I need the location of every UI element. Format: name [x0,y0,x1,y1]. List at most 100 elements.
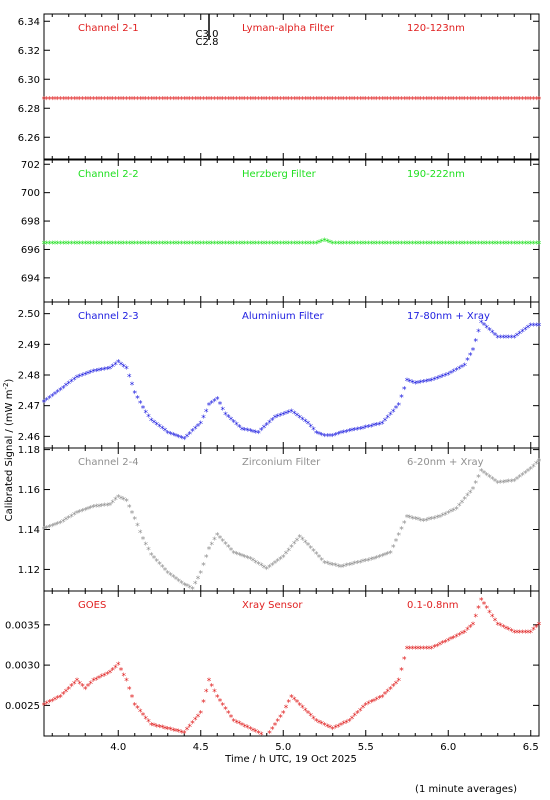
data-point: * [245,240,250,250]
data-point: * [322,96,327,106]
data-point: * [221,406,226,416]
data-point: * [303,240,308,250]
data-point: * [270,96,275,106]
data-point: * [289,543,294,553]
panel-frame [43,301,540,449]
data-point: * [358,96,363,106]
data-point: * [179,434,184,444]
data-point: * [138,708,143,718]
data-point: * [518,96,523,106]
data-point: * [487,609,492,619]
data-point: * [160,240,165,250]
data-point: * [94,676,99,686]
y-tick-label: 6.26 [18,133,40,144]
data-point: * [56,695,61,705]
data-point: * [468,96,473,106]
data-point: * [188,723,193,733]
data-point: * [410,379,415,389]
data-point: * [443,240,448,250]
data-point: * [248,726,253,736]
data-point: * [353,240,358,250]
data-point: * [94,503,99,513]
panel-band-label: 190-222nm [407,169,465,180]
data-point: * [443,511,448,521]
data-point: * [366,700,371,710]
data-point: * [166,726,171,736]
data-series: ****************************************… [42,319,542,446]
data-point: * [72,240,77,250]
data-point: * [397,96,402,106]
data-point: * [300,704,305,714]
data-point: * [465,357,470,367]
data-point: * [72,96,77,106]
data-point: * [89,680,94,690]
data-point: * [232,419,237,429]
data-point: * [111,96,116,106]
data-point: * [281,553,286,563]
data-point: * [320,431,325,441]
data-point: * [416,240,421,250]
data-point: * [97,675,102,685]
data-point: * [520,629,525,639]
data-point: * [124,240,129,250]
data-point: * [116,661,121,671]
data-point: * [501,479,506,489]
y-tick-label: 0.0030 [5,661,40,672]
data-point: * [416,516,421,526]
data-point: * [97,240,102,250]
data-point: * [298,96,303,106]
data-point: * [380,240,385,250]
data-point: * [229,546,234,556]
data-point: * [190,585,195,595]
data-point: * [86,370,91,380]
data-point: * [119,96,124,106]
data-point: * [80,683,85,693]
data-point: * [226,96,231,106]
y-tick-label: 1.16 [18,485,40,496]
data-point: * [265,240,270,250]
data-point: * [146,96,151,106]
data-point: * [234,550,239,560]
panel-channel-label: GOES [78,600,106,611]
data-point: * [482,321,487,331]
data-point: * [405,645,410,655]
data-point: * [204,96,209,106]
data-point: * [138,240,143,250]
data-point: * [190,240,195,250]
data-point: * [333,431,338,441]
data-point: * [474,337,479,347]
data-point: * [168,571,173,581]
data-point: * [133,96,138,106]
data-point: * [391,683,396,693]
y-tick-label: 1.12 [18,565,40,576]
data-point: * [416,96,421,106]
panel-band-label: 120-123nm [407,23,465,34]
data-point: * [328,239,333,249]
data-point: * [446,371,451,381]
data-point: * [45,96,50,106]
data-point: * [193,240,198,250]
data-point: * [144,541,149,551]
data-point: * [67,96,72,106]
data-point: * [171,240,176,250]
data-point: * [424,240,429,250]
data-point: * [331,561,336,571]
data-point: * [322,432,327,442]
data-point: * [314,550,319,560]
data-point: * [50,392,55,402]
data-point: * [534,96,539,106]
data-point: * [391,96,396,106]
data-point: * [430,516,435,526]
data-point: * [78,373,83,383]
data-point: * [234,240,239,250]
data-point: * [229,416,234,426]
data-point: * [496,621,501,631]
data-point: * [75,374,80,384]
data-point: * [256,429,261,439]
footnote: (1 minute averages) [415,784,517,795]
data-point: * [314,718,319,728]
data-point: * [355,240,360,250]
data-point: * [243,553,248,563]
data-point: * [388,240,393,250]
data-point: * [182,96,187,106]
